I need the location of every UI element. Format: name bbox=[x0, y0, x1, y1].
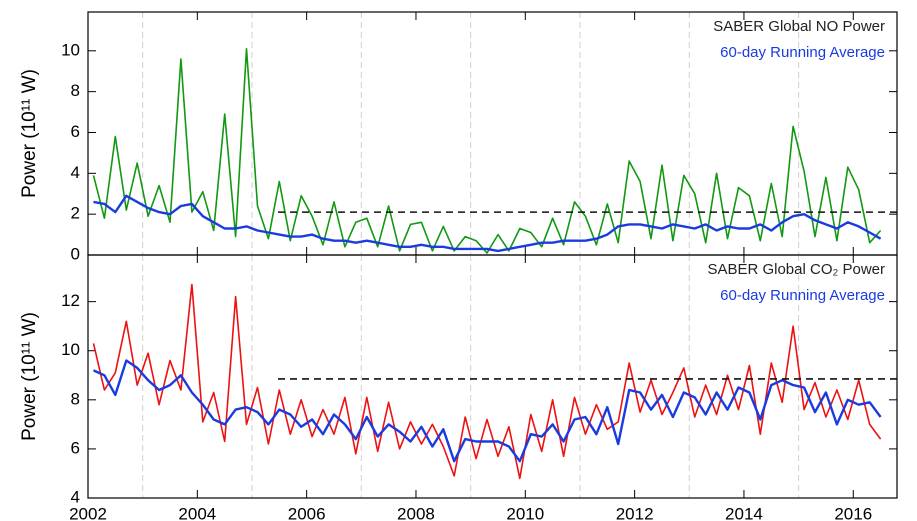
y-axis-title: Power (10¹¹ W) bbox=[19, 69, 40, 198]
y-axis-title: Power (10¹¹ W) bbox=[19, 312, 40, 441]
y-tick-label: 10 bbox=[61, 40, 80, 59]
legend-entry: 60-day Running Average bbox=[720, 44, 885, 61]
x-tick-label: 2010 bbox=[506, 504, 544, 521]
y-tick-label: 6 bbox=[71, 438, 80, 457]
running-average-line bbox=[93, 359, 882, 463]
data-line bbox=[92, 283, 882, 480]
data-line bbox=[92, 48, 882, 254]
x-tick-label: 2014 bbox=[725, 504, 763, 521]
legend-entry: SABER Global CO₂ Power bbox=[707, 261, 885, 278]
y-tick-label: 4 bbox=[71, 487, 80, 506]
running-average-line bbox=[93, 194, 882, 253]
y-tick-label: 4 bbox=[71, 163, 80, 182]
y-tick-label: 2 bbox=[71, 204, 80, 223]
legend-entry: 60-day Running Average bbox=[720, 287, 885, 304]
y-tick-label: 12 bbox=[61, 291, 80, 310]
x-tick-label: 2008 bbox=[397, 504, 435, 521]
y-tick-label: 8 bbox=[71, 81, 80, 100]
x-tick-label: 2016 bbox=[834, 504, 872, 521]
y-tick-label: 6 bbox=[71, 122, 80, 141]
x-tick-label: 2004 bbox=[178, 504, 216, 521]
y-tick-label: 0 bbox=[71, 244, 80, 263]
y-tick-label: 8 bbox=[71, 389, 80, 408]
x-tick-label: 2006 bbox=[288, 504, 326, 521]
legend-entry: SABER Global NO Power bbox=[713, 18, 885, 35]
x-tick-label: 2012 bbox=[616, 504, 654, 521]
x-tick-label: 2002 bbox=[69, 504, 107, 521]
plot-frame bbox=[87, 254, 898, 499]
y-tick-label: 10 bbox=[61, 340, 80, 359]
